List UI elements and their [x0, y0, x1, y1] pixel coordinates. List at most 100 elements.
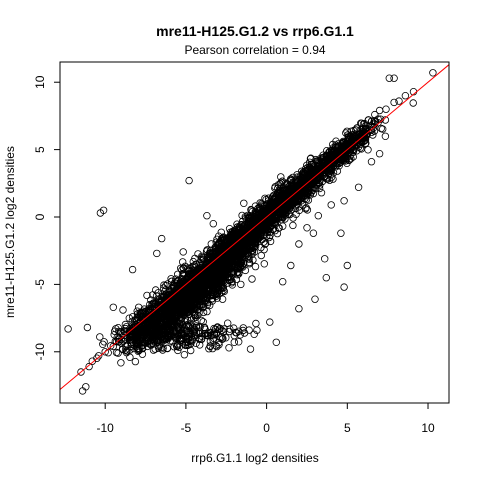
data-point	[263, 207, 272, 215]
data-point	[191, 297, 199, 306]
data-point	[204, 257, 213, 265]
data-point	[240, 224, 249, 233]
data-point	[237, 280, 245, 289]
data-point	[247, 206, 256, 214]
x-tick-label: -10	[97, 421, 115, 435]
data-point	[175, 292, 184, 300]
data-point	[354, 183, 363, 191]
data-point	[285, 202, 293, 210]
data-point	[117, 359, 125, 367]
data-point	[329, 175, 337, 183]
data-point	[203, 294, 211, 303]
data-point	[191, 263, 199, 271]
data-point	[198, 252, 206, 260]
data-point	[382, 105, 390, 113]
data-point	[266, 318, 274, 326]
data-point	[166, 292, 174, 300]
data-point	[248, 218, 257, 226]
data-point	[291, 183, 299, 191]
data-point	[298, 167, 306, 175]
data-point	[381, 132, 390, 140]
data-point	[179, 264, 188, 273]
data-point	[174, 308, 182, 316]
data-point	[219, 244, 227, 253]
data-point	[281, 215, 289, 223]
data-point	[295, 186, 304, 194]
data-point	[204, 273, 212, 281]
data-point	[304, 196, 313, 204]
data-point	[271, 208, 279, 216]
x-axis: -10 -5 0 5 10	[97, 403, 435, 435]
data-point	[327, 201, 335, 209]
data-point	[254, 214, 263, 222]
x-tick-label: 0	[263, 421, 270, 435]
data-point	[332, 137, 340, 145]
data-point	[180, 351, 189, 359]
data-point	[268, 194, 276, 202]
data-point	[240, 199, 248, 207]
data-point	[308, 179, 317, 188]
data-point	[205, 281, 213, 289]
data-point	[229, 324, 238, 332]
data-point	[303, 224, 311, 232]
data-point	[185, 176, 193, 185]
data-point	[251, 238, 259, 246]
data-point	[119, 306, 127, 314]
data-point	[217, 251, 226, 260]
x-axis-label: rrp6.G1.1 log2 densities	[191, 451, 318, 465]
data-point	[289, 221, 297, 230]
data-point	[335, 151, 343, 159]
data-point	[218, 295, 227, 303]
data-point	[340, 155, 348, 163]
data-point	[401, 91, 410, 100]
data-point	[163, 280, 172, 288]
data-point	[296, 175, 304, 183]
data-point	[215, 240, 223, 248]
data-point	[283, 179, 291, 188]
data-point	[287, 175, 295, 183]
data-point	[215, 239, 224, 247]
data-point	[267, 200, 275, 208]
data-point	[367, 157, 376, 166]
y-tick-label: -5	[33, 279, 47, 290]
data-point	[322, 151, 330, 159]
data-point	[233, 231, 241, 239]
data-point	[157, 297, 166, 305]
data-point	[260, 260, 268, 268]
data-point	[299, 201, 307, 209]
data-point	[321, 255, 329, 263]
data-point	[243, 224, 251, 233]
data-point	[128, 265, 137, 274]
data-point	[160, 292, 168, 300]
data-point	[277, 215, 286, 224]
data-point	[255, 226, 264, 235]
data-point	[99, 340, 107, 348]
data-point	[204, 275, 212, 284]
data-point	[176, 279, 184, 287]
data-point	[287, 261, 295, 270]
data-point	[234, 261, 243, 269]
data-point	[248, 243, 257, 251]
data-point	[251, 262, 260, 271]
data-point	[343, 261, 351, 270]
data-point	[295, 203, 303, 211]
data-point	[216, 265, 224, 273]
data-point	[348, 146, 357, 154]
data-point	[323, 175, 332, 183]
y-tick-label: 0	[33, 213, 47, 220]
data-point	[246, 236, 254, 245]
data-point	[279, 278, 287, 286]
data-point	[204, 285, 212, 293]
data-point	[190, 262, 198, 270]
data-point	[340, 283, 348, 291]
data-point	[232, 250, 240, 259]
data-point	[314, 211, 322, 220]
data-point	[153, 249, 161, 258]
fit-line	[60, 64, 449, 390]
data-point	[262, 217, 270, 226]
data-point	[429, 69, 437, 77]
x-tick-label: 10	[421, 421, 435, 435]
data-point	[207, 250, 215, 259]
data-point	[184, 266, 193, 274]
data-point	[143, 291, 151, 300]
